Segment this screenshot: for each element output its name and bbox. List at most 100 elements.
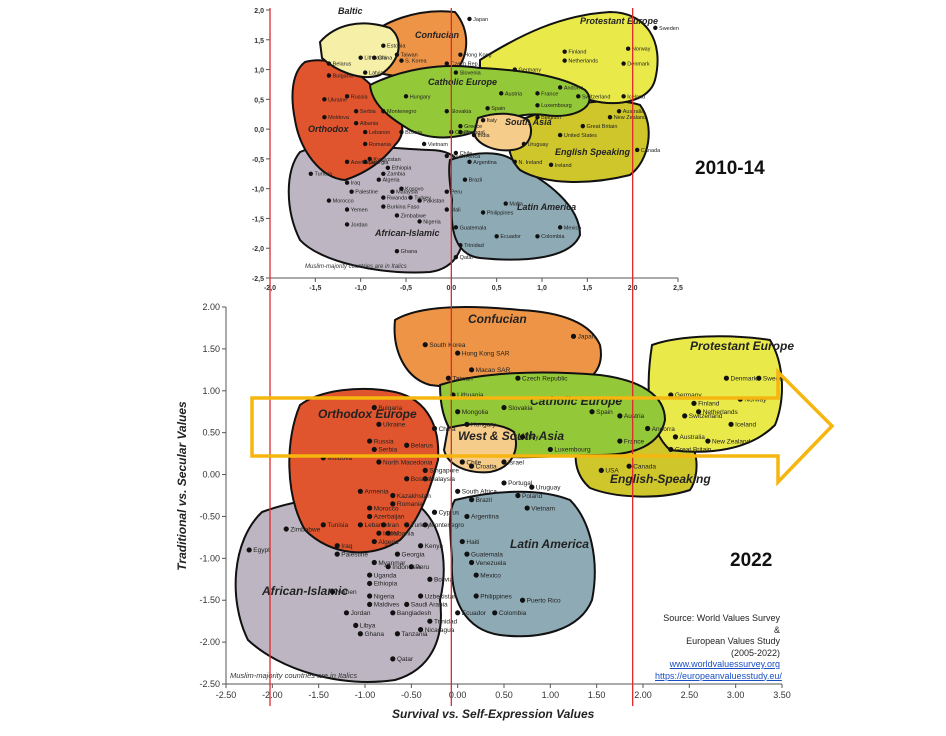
x-tick-label: -0,5 xyxy=(400,285,412,292)
source-line-2: European Values Study xyxy=(686,636,780,646)
point-south-korea xyxy=(422,342,428,348)
point-colombia xyxy=(492,610,498,616)
region-label-protestant-europe: Protestant Europe xyxy=(580,16,658,26)
point-puerto-rico xyxy=(519,597,526,603)
point-label-austria: Austria xyxy=(505,91,523,97)
point-kosovo xyxy=(399,186,404,191)
point-serbia xyxy=(371,446,377,453)
point-macao-sar xyxy=(468,367,475,373)
point-label-puerto-rico: Puerto Rico xyxy=(527,597,561,604)
point-czech-republic xyxy=(515,375,521,381)
point-label-nigeria: Nigeria xyxy=(374,593,395,600)
point-great-britain xyxy=(580,123,585,129)
point-malta xyxy=(503,201,508,206)
point-label-great-britain: Great Britain xyxy=(675,447,712,454)
point-burkina-faso xyxy=(381,204,386,209)
point-ukraine xyxy=(376,421,382,427)
point-china xyxy=(431,425,438,432)
region-label-confucian: Confucian xyxy=(415,30,460,40)
point-label-n-ireland: N. Ireland xyxy=(519,160,543,166)
point-label-s-korea: S. Korea xyxy=(405,59,427,65)
point-label-zimbabwe: Zimbabwe xyxy=(290,526,320,533)
point-label-maldives: Maldives xyxy=(374,602,400,609)
point-label-malaysia: Malaysia xyxy=(429,476,455,483)
point-singapore xyxy=(422,467,428,473)
point-malaysia xyxy=(390,189,395,194)
point-new-zealand xyxy=(705,438,711,444)
point-label-slovakia: Slovakia xyxy=(451,109,473,115)
point-bangladesh xyxy=(390,610,396,616)
point-label-peru: Peru xyxy=(415,564,429,571)
point-label-switzerland: Switzerland xyxy=(582,94,610,100)
point-yemen xyxy=(344,207,350,212)
point-ethiopia xyxy=(385,165,391,171)
point-iraq xyxy=(334,543,340,549)
point-label-poland: Poland xyxy=(522,493,543,500)
year-label-2022: 2022 xyxy=(730,550,773,571)
x-tick-label: 1,0 xyxy=(537,285,547,292)
x-tick-label: -1.00 xyxy=(355,690,376,700)
point-sweden xyxy=(653,25,658,31)
region-label-orthodox: Orthodox xyxy=(308,124,349,134)
x-tick-label: 3.00 xyxy=(727,690,745,700)
x-tick-label: 2,5 xyxy=(673,285,683,292)
point-pakistan xyxy=(417,198,422,203)
point-malaysia xyxy=(422,476,428,482)
year-label-2010-14: 2010-14 xyxy=(695,158,765,179)
x-tick-label: 2.00 xyxy=(634,690,652,700)
point-south-africa xyxy=(444,153,449,159)
point-taiwan xyxy=(445,375,451,381)
point-chile xyxy=(453,150,459,156)
point-label-south-africa: South Africa xyxy=(462,489,497,496)
point-uzbekistan xyxy=(418,593,424,599)
point-algeria xyxy=(371,538,377,545)
x-tick-label: -1,5 xyxy=(309,285,321,292)
point-australia xyxy=(616,109,622,114)
point-label-belarus: Belarus xyxy=(411,443,434,450)
point-label-vietnam: Vietnam xyxy=(531,505,555,512)
point-andorra xyxy=(645,425,651,432)
point-spain xyxy=(589,409,595,415)
point-luxembourg xyxy=(535,103,540,108)
point-label-croatia: Croatia xyxy=(476,463,497,470)
y-tick-label: 2.00 xyxy=(202,302,220,312)
point-label-croatia: Croatia xyxy=(455,130,474,136)
point-lebanon xyxy=(357,522,363,528)
point-bosnia xyxy=(404,476,410,482)
point-jordan xyxy=(344,222,350,227)
wvs-link[interactable]: www.worldvaluessurvey.org xyxy=(669,659,780,669)
point-label-romania: Romania xyxy=(369,142,392,148)
point-label-hungary: Hungary xyxy=(471,422,496,429)
point-kazakhstan xyxy=(390,492,396,499)
point-czech-rep xyxy=(444,61,449,66)
point-label-canada: Canada xyxy=(641,148,661,154)
point-label-mongolia: Mongolia xyxy=(462,409,489,416)
point-label-albania: Albania xyxy=(392,530,414,537)
region-label-protestant-europe: Protestant Europe xyxy=(690,339,794,353)
point-label-moldova: Moldova xyxy=(327,455,352,462)
point-saudi-arabia xyxy=(404,601,410,608)
point-ethiopia xyxy=(367,580,373,587)
y-tick-label: -1,5 xyxy=(252,216,264,223)
point-bulgaria xyxy=(371,404,377,411)
point-guatemala xyxy=(453,225,459,230)
point-label-argentina: Argentina xyxy=(471,514,499,521)
point-label-norway: Norway xyxy=(744,396,767,403)
point-mexico xyxy=(557,225,563,230)
point-label-bulgaria: Bulgaria xyxy=(333,73,354,79)
point-usa xyxy=(598,467,604,473)
point-india xyxy=(471,132,477,138)
point-label-chile: Chile xyxy=(460,151,473,157)
point-hungary xyxy=(403,94,409,99)
point-label-estonia: Estonia xyxy=(387,44,406,50)
point-label-kyrgyzstan: Kyrgyzstan xyxy=(373,157,400,163)
y-tick-label: -2.50 xyxy=(199,679,220,689)
point-latvia xyxy=(363,70,368,75)
point-morocco xyxy=(326,198,332,203)
point-label-mexico: Mexico xyxy=(564,225,581,231)
evs-link[interactable]: https://europeanvaluesstudy.eu/ xyxy=(655,670,782,681)
point-label-belarus: Belarus xyxy=(333,62,352,68)
point-label-china: China xyxy=(378,56,393,62)
point-italy xyxy=(519,434,526,440)
point-label-palestine: Palestine xyxy=(355,190,378,196)
